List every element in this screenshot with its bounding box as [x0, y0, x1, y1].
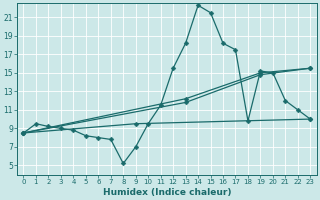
- X-axis label: Humidex (Indice chaleur): Humidex (Indice chaleur): [103, 188, 231, 197]
